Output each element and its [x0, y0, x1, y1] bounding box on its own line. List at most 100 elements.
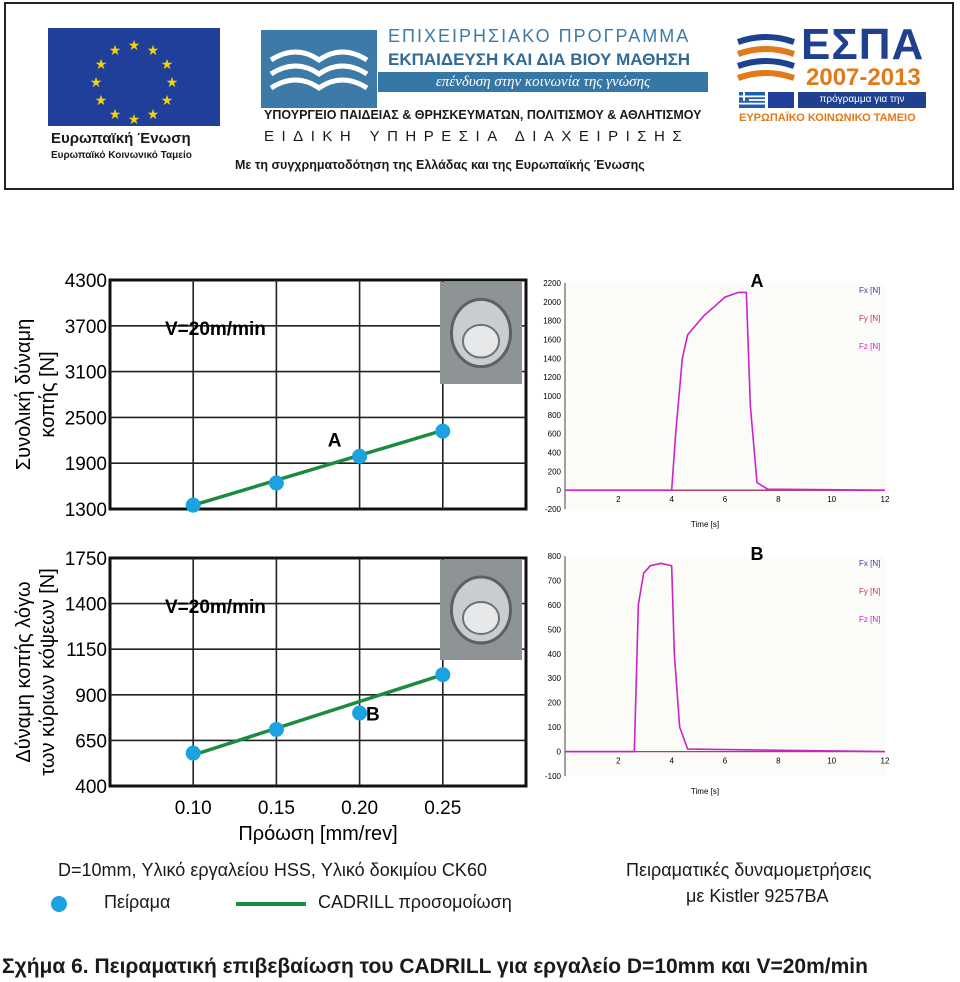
trace-series-z [565, 291, 886, 491]
force-trace-a: -200 0 200 400 600 800 1000 1200 1400 1600 1800 200… [543, 271, 890, 529]
program-subtitle: ΕΚΠΑΙΔΕΥΣΗ ΚΑΙ ΔΙΑ ΒΙΟΥ ΜΑΘΗΣΗ [388, 50, 691, 69]
y-tick-label: 650 [75, 731, 107, 752]
photo-bottom [461, 323, 501, 359]
figure-caption: Σχήμα 6. Πειραματική επιβεβαίωση του CAD… [2, 955, 868, 978]
x-tick-label: 0.20 [341, 798, 378, 819]
eu-flag-icon: ★ ★ ★ ★ ★ ★ ★ ★ ★ ★ ★ ★ [48, 28, 220, 127]
trace-y-tick: 300 [548, 674, 562, 683]
trace-x-tick: 6 [723, 757, 728, 766]
trace-y-tick: 600 [548, 601, 562, 610]
svg-text:★: ★ [95, 56, 108, 72]
trace-y-tick: 400 [548, 650, 562, 659]
espa-fund-label: ΕΥΡΩΠΑΪΚΟ ΚΟΙΝΩΝΙΚΟ ΤΑΜΕΙΟ [739, 112, 916, 124]
trace-y-tick: -200 [545, 505, 562, 514]
svg-text:★: ★ [166, 74, 179, 90]
trace-y-tick: 1800 [543, 317, 561, 326]
trace-legend-item: Fx [N] [859, 286, 880, 295]
experiment-marker-icon [51, 896, 67, 912]
experiment-point [352, 705, 368, 721]
trace-x-tick: 2 [616, 757, 621, 766]
eu-fund-label: Ευρωπαϊκό Κοινωνικό Ταμείο [51, 150, 192, 161]
trace-legend-item: Fz [N] [859, 615, 880, 624]
trace-plot-area [565, 556, 885, 776]
experiment-point [435, 667, 451, 683]
eu-mini-flag-icon [768, 92, 794, 108]
trace-x-tick: 2 [616, 495, 621, 504]
cofunding-label: Με τη συγχρηματοδότηση της Ελλάδας και τ… [235, 158, 645, 172]
experiment-point [352, 448, 368, 464]
y-tick-label: 1400 [65, 595, 107, 616]
trace-y-tick: 200 [548, 699, 562, 708]
trace-series-z [565, 562, 886, 753]
funding-banner: ★ ★ ★ ★ ★ ★ ★ ★ ★ ★ ★ ★ Ευρωπαϊκή Ένωση Ευρωπαϊκ… [4, 2, 954, 190]
trace-x-tick: 12 [881, 757, 890, 766]
svg-text:★: ★ [161, 56, 174, 72]
experiment-point [268, 475, 284, 491]
eu-stars-icon: ★ ★★ ★★★ ★★★ ★★★ [90, 37, 179, 127]
trace-x-tick: 6 [723, 495, 728, 504]
trace-legend-item: Fz [N] [859, 342, 880, 351]
trace-x-tick: 12 [881, 495, 890, 504]
espa-program-label: πρόγραμμα για την ανάπτυξη [798, 92, 926, 121]
trace-y-tick: 1600 [543, 336, 561, 345]
simulation-line [192, 673, 444, 757]
trace-y-tick: 600 [548, 430, 562, 439]
y-axis-label: κοπής [N] [37, 351, 59, 437]
y-tick-label: 1750 [65, 549, 107, 570]
force-trace-b: -100 0 100 200 300 400 500 600 700 800 2 4 6 8 10 12 Tim… [545, 544, 890, 796]
trace-plot-area [565, 283, 885, 509]
trace-y-tick: 1200 [543, 373, 561, 382]
chart-title: V=20m/min [165, 319, 266, 340]
trace-label: B [751, 544, 764, 564]
trace-y-tick: 200 [548, 467, 562, 476]
trace-x-tick: 4 [669, 495, 674, 504]
svg-text:★: ★ [147, 42, 160, 58]
svg-text:★: ★ [161, 92, 174, 108]
x-tick-label: 0.10 [175, 798, 212, 819]
y-tick-label: 4300 [65, 271, 107, 292]
x-tick-label: 0.15 [258, 798, 295, 819]
trace-x-label: Time [s] [691, 787, 719, 796]
workpiece-photo [440, 282, 522, 384]
y-tick-label: 3100 [65, 363, 107, 384]
simulation-line [192, 428, 444, 507]
trace-y-tick: 1000 [543, 392, 561, 401]
trace-x-tick: 10 [827, 495, 836, 504]
dynamometer-note-line1: Πειραματικές δυναμομετρήσεις [626, 860, 872, 880]
svg-text:★: ★ [109, 106, 122, 122]
eu-name: Ευρωπαϊκή Ένωση [51, 130, 191, 147]
dynamometer-note-line2: με Kistler 9257BA [686, 886, 829, 906]
trace-legend-item: Fy [N] [859, 587, 880, 596]
y-tick-label: 400 [75, 777, 107, 798]
trace-y-tick: 0 [557, 486, 562, 495]
y-tick-label: 1150 [66, 640, 107, 661]
main-edge-force-chart: 400 650 900 1150 1400 1750 0.10 0.15 0.20 0.25 Δύν… [13, 549, 528, 845]
trace-y-tick: 800 [548, 411, 562, 420]
y-tick-label: 900 [75, 686, 107, 707]
y-tick-label: 3700 [65, 317, 107, 338]
simulation-label: CADRILL προσομοίωση [318, 892, 512, 912]
point-annotation: B [366, 704, 380, 725]
y-axis-label: των κύριων κόψεων [N] [37, 568, 59, 776]
greek-flag-icon [739, 92, 765, 108]
program-title: ΕΠΙΧΕΙΡΗΣΙΑΚΟ ΠΡΟΓΡΑΜΜΑ [388, 26, 691, 46]
conditions-label: D=10mm, Υλικό εργαλείου HSS, Υλικό δοκιμ… [58, 860, 487, 880]
chart-title: V=20m/min [165, 597, 266, 618]
trace-x-tick: 8 [776, 495, 781, 504]
workpiece-photo [440, 560, 522, 660]
x-axis-label: Πρόωση [mm/rev] [238, 823, 397, 845]
experiment-point [185, 497, 201, 513]
experiment-point [435, 423, 451, 439]
trace-y-tick: 1400 [543, 354, 561, 363]
trace-y-tick: 2200 [543, 279, 561, 288]
trace-x-tick: 10 [827, 757, 836, 766]
trace-x-label: Time [s] [691, 520, 719, 529]
experiment-point [268, 721, 284, 737]
agency-label: ΕΙΔΙΚΗ ΥΠΗΡΕΣΙΑ ΔΙΑΧΕΙΡΙΣΗΣ [264, 128, 690, 145]
trace-y-tick: 2000 [543, 298, 561, 307]
y-axis-label: Δύναμη κοπής λόγω [13, 581, 35, 762]
trace-x-tick: 4 [669, 757, 674, 766]
trace-y-tick: 400 [548, 449, 562, 458]
espa-waves-icon [736, 34, 796, 81]
espa-years: 2007-2013 [806, 64, 921, 91]
